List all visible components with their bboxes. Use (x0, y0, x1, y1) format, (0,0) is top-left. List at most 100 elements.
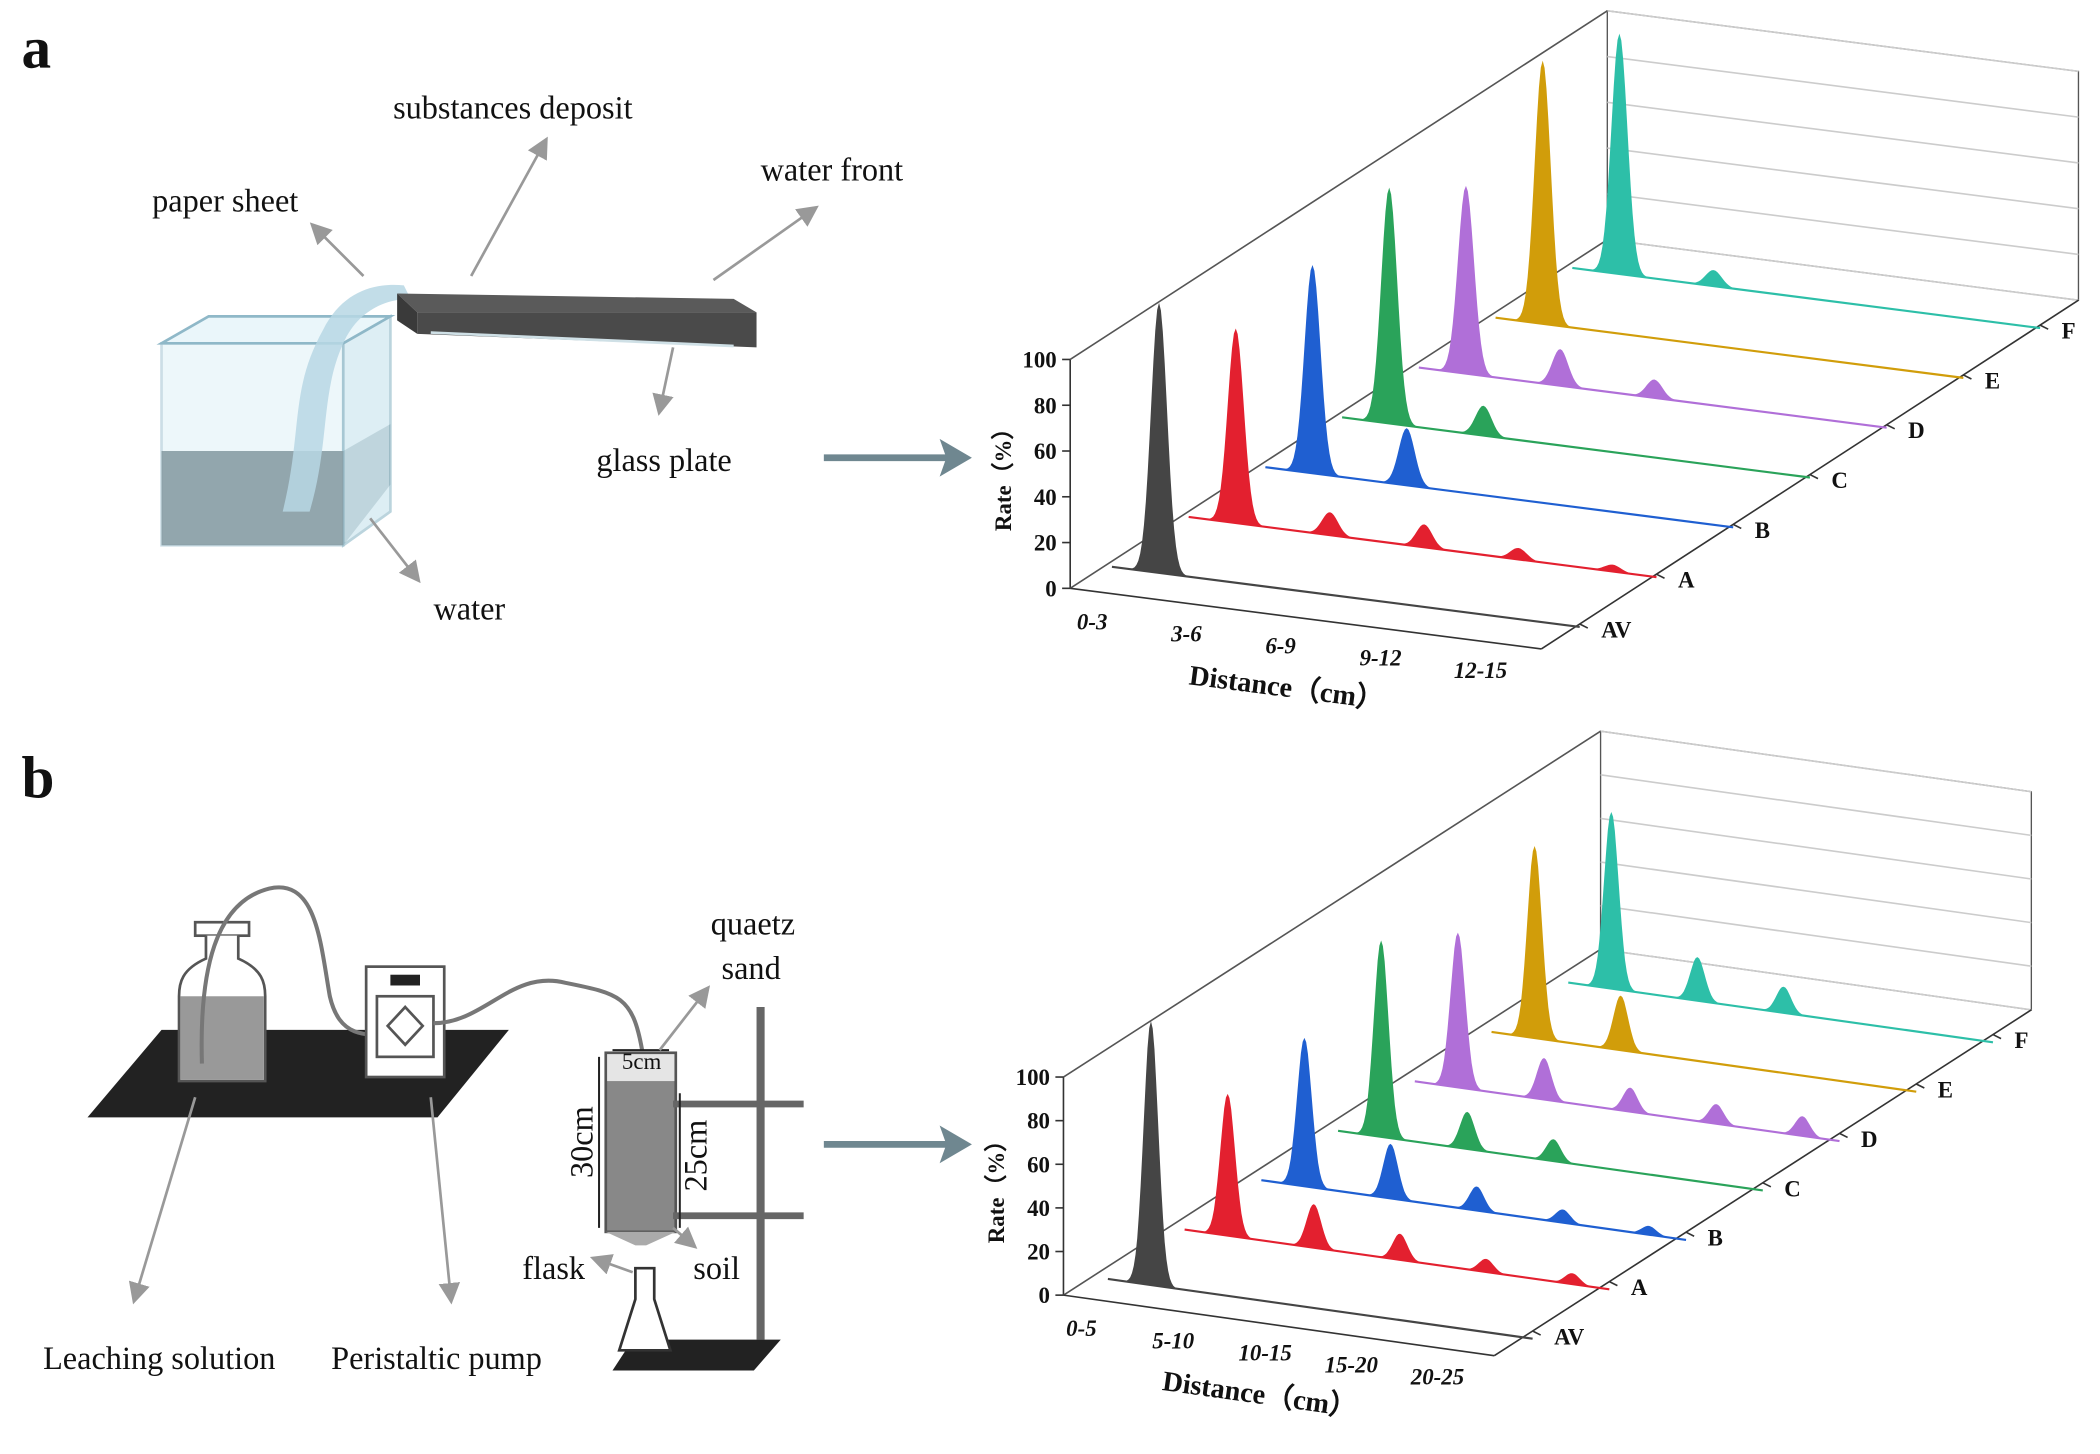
peak (1728, 467, 1804, 477)
y-tick-label: 40 (1027, 1196, 1050, 1221)
peak (1605, 1168, 1675, 1179)
peak (1442, 1186, 1512, 1216)
peak (1480, 547, 1557, 565)
peak (1116, 1021, 1186, 1290)
series-label: F (2062, 319, 2076, 344)
peak (1274, 264, 1351, 479)
depth-tick (1656, 573, 1665, 579)
series-baseline (1341, 416, 1811, 479)
peak (1500, 846, 1570, 1043)
peak (1121, 302, 1197, 578)
grid-line (1607, 9, 2079, 73)
peak (1445, 405, 1522, 441)
series-baseline (1418, 366, 1887, 429)
grid-line (1607, 238, 2079, 302)
series-label: C (1784, 1176, 1801, 1201)
x-axis-label: Distance（cm） (1187, 658, 1386, 716)
back-wall (1606, 10, 2080, 301)
peak (1451, 1258, 1521, 1277)
peak (1346, 940, 1416, 1142)
depth-tick (1963, 374, 1972, 380)
diagram-b (87, 885, 804, 1371)
peak (1279, 1204, 1349, 1253)
diagram-label: soil (693, 1250, 740, 1286)
peak (1921, 1032, 1991, 1042)
peak (1958, 317, 2035, 328)
series-label: E (1938, 1077, 1953, 1102)
peak (1710, 405, 1787, 415)
peak (1386, 524, 1462, 553)
x-tick-label: 9-12 (1360, 646, 1402, 671)
diagram-label: paper sheet (152, 182, 298, 218)
peak (1768, 1116, 1837, 1141)
peak (1463, 492, 1539, 503)
series-label: AV (1554, 1324, 1585, 1349)
peak (1575, 564, 1651, 577)
peak (1616, 379, 1693, 403)
peak (1461, 1328, 1531, 1339)
x-tick-label: 5-10 (1152, 1328, 1194, 1353)
depth-tick (1839, 1132, 1848, 1139)
peak (1198, 328, 1274, 528)
diagram-label: substances deposit (393, 89, 633, 125)
grid-line (1600, 730, 2032, 793)
x-tick-label: 10-15 (1238, 1340, 1291, 1365)
peak (1505, 60, 1581, 329)
series-label: A (1631, 1275, 1648, 1300)
y-tick-label: 100 (1016, 1065, 1050, 1090)
diagram-label: water (433, 590, 505, 626)
peak (1651, 516, 1728, 527)
peak (1519, 1139, 1588, 1166)
wall-edge (1069, 10, 1608, 361)
peak (1634, 454, 1710, 465)
wall-edge (1063, 730, 1602, 1078)
depth-tick (1732, 523, 1742, 530)
diagram-label: quaetz (711, 905, 795, 941)
y-tick-label: 60 (1027, 1152, 1050, 1177)
peak (1681, 1104, 1751, 1129)
series-label: B (1708, 1226, 1723, 1251)
y-tick-label: 60 (1034, 439, 1057, 464)
series-label: E (1985, 368, 2000, 393)
depth-tick (2039, 324, 2049, 330)
peak (1663, 957, 1732, 1006)
peak (1498, 616, 1574, 627)
diagram-a (156, 136, 819, 584)
grid-line (1600, 948, 2032, 1011)
peak (1528, 1209, 1598, 1228)
peak (1509, 1058, 1579, 1105)
peak (1365, 1233, 1435, 1265)
series-label: D (1908, 418, 1925, 443)
x-tick-label: 3-6 (1170, 622, 1202, 647)
diagram-label: flask (522, 1250, 586, 1286)
x-axis (1063, 1294, 1495, 1357)
series-baseline (1111, 565, 1580, 629)
x-tick-label: 6-9 (1265, 634, 1296, 659)
series-label: C (1831, 468, 1848, 493)
peak (1356, 1143, 1426, 1204)
series-baseline (1188, 515, 1657, 579)
grid-line (1600, 861, 2032, 924)
y-tick-label: 0 (1045, 576, 1056, 601)
series-label: A (1678, 568, 1695, 593)
x-tick-label: 20-25 (1410, 1365, 1464, 1390)
x-tick-label: 0-5 (1066, 1316, 1096, 1341)
grid-line (1600, 904, 2032, 968)
depth-tick (1532, 1330, 1542, 1336)
series-baseline (1337, 1129, 1763, 1192)
grid-line (1607, 55, 2079, 118)
y-tick-label: 0 (1039, 1283, 1050, 1308)
panel-label: a (22, 14, 52, 80)
y-tick-label: 40 (1034, 485, 1057, 510)
peak (1586, 995, 1656, 1055)
diagram-label: water front (761, 151, 904, 187)
depth-tick (1579, 623, 1589, 629)
diagram-label: Peristaltic pump (331, 1340, 542, 1376)
peak (1292, 512, 1368, 540)
grid-line (1600, 773, 2032, 837)
peak (1576, 811, 1646, 994)
diagram-label: glass plate (596, 442, 731, 478)
x-tick-label: 0-3 (1077, 609, 1107, 634)
y-tick-label: 80 (1034, 393, 1057, 418)
depth-tick (1685, 1231, 1695, 1237)
